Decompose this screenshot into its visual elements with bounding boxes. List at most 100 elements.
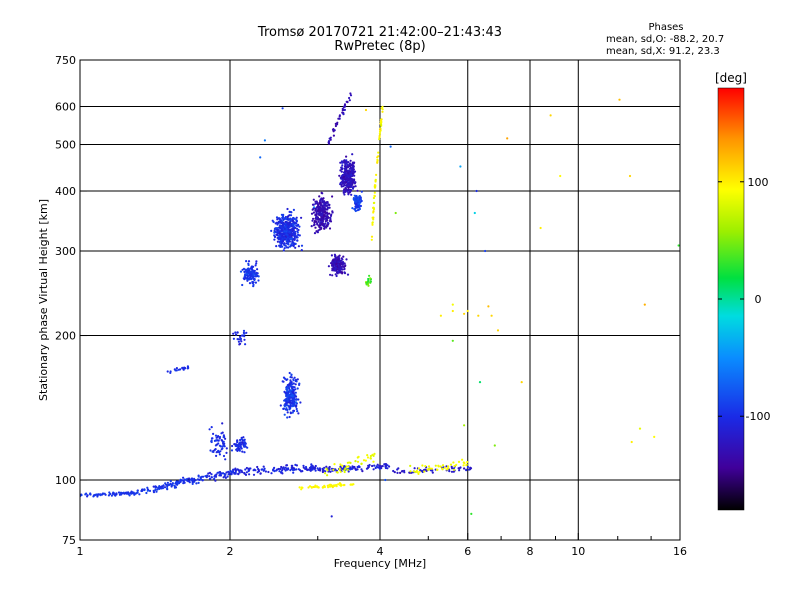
- data-point-187: [213, 477, 216, 480]
- data-point-2485: [380, 123, 383, 126]
- data-point-676: [175, 367, 178, 370]
- data-point-916: [290, 376, 293, 379]
- data-point-732: [222, 440, 225, 443]
- data-point-310: [301, 470, 304, 473]
- data-point-1778: [314, 202, 317, 205]
- data-point-636: [417, 472, 420, 475]
- data-point-216: [208, 471, 212, 474]
- data-point-563: [337, 483, 340, 486]
- data-point-1605: [252, 273, 256, 276]
- data-point-915: [294, 388, 297, 391]
- data-point-352: [291, 466, 294, 469]
- chart-subtitle: RwPretec (8p): [334, 39, 426, 54]
- data-point-1751: [328, 203, 331, 206]
- data-point-727: [225, 447, 228, 450]
- data-point-104: [166, 481, 169, 484]
- data-point-1205: [292, 208, 295, 211]
- data-point-2134: [345, 160, 348, 164]
- data-point-350: [285, 464, 288, 467]
- data-point-2321: [335, 262, 338, 266]
- data-point-1567: [251, 268, 254, 271]
- data-point-641: [417, 467, 421, 470]
- data-point-2417: [353, 208, 357, 211]
- data-point-128: [169, 482, 172, 485]
- data-point-2439: [337, 117, 340, 120]
- data-point-117: [154, 485, 157, 488]
- data-point-1615: [255, 272, 259, 275]
- data-point-258: [279, 467, 282, 471]
- data-point-1653: [312, 217, 315, 220]
- data-point-1841: [329, 220, 333, 223]
- data-point-1022: [288, 398, 291, 401]
- data-point-681: [179, 368, 182, 371]
- data-point-723: [217, 442, 220, 445]
- data-point-1008: [285, 400, 288, 403]
- data-point-2552: [496, 329, 500, 332]
- data-point-346: [286, 468, 290, 471]
- data-point-2303: [332, 263, 335, 267]
- data-point-2518: [378, 132, 381, 135]
- data-point-610: [366, 456, 370, 459]
- data-point-1853: [316, 202, 319, 205]
- data-point-2331: [333, 258, 336, 261]
- data-point-1399: [286, 226, 289, 229]
- data-point-1433: [289, 218, 292, 221]
- data-point-1872: [321, 222, 324, 225]
- data-point-995: [293, 386, 296, 389]
- data-point-928: [288, 371, 291, 375]
- data-point-39: [123, 492, 126, 495]
- data-point-930: [291, 411, 294, 414]
- data-point-1036: [242, 329, 246, 332]
- data-point-1584: [248, 271, 251, 274]
- data-point-705: [218, 453, 221, 456]
- data-point-255: [248, 473, 251, 476]
- data-point-2293: [335, 274, 338, 278]
- data-point-1583: [254, 274, 258, 277]
- data-point-709: [225, 451, 228, 454]
- x-tick-labels: 1 2 4 6 8 10 16: [77, 545, 688, 558]
- data-point-2569: [478, 381, 482, 384]
- data-point-125: [164, 482, 167, 485]
- data-point-1386: [281, 222, 284, 225]
- data-point-402: [376, 463, 379, 466]
- data-point-220: [188, 481, 191, 484]
- data-point-2566: [389, 145, 392, 148]
- data-point-959: [299, 401, 302, 404]
- data-point-2458: [336, 121, 339, 124]
- data-point-459: [384, 464, 387, 467]
- data-point-710: [211, 437, 214, 440]
- data-point-1311: [294, 218, 297, 221]
- data-point-215: [222, 476, 225, 479]
- data-point-2544: [451, 303, 454, 306]
- data-point-1832: [323, 211, 327, 214]
- data-point-729: [221, 447, 224, 450]
- data-point-211: [199, 478, 202, 481]
- data-point-2366: [360, 199, 363, 203]
- y-tick-label-500: 500: [55, 139, 76, 152]
- data-point-784: [238, 445, 242, 448]
- data-point-442: [379, 464, 382, 468]
- data-point-1446: [280, 241, 283, 244]
- data-point-1423: [296, 236, 299, 239]
- data-point-189: [187, 480, 190, 483]
- data-point-1775: [331, 211, 334, 214]
- data-point-874: [289, 379, 292, 382]
- data-point-338: [256, 471, 259, 474]
- data-point-103: [154, 488, 157, 491]
- data-point-661: [439, 465, 442, 468]
- data-point-485: [396, 471, 399, 474]
- data-point-1038: [238, 338, 241, 341]
- data-point-271: [267, 470, 270, 474]
- data-point-1783: [325, 224, 328, 227]
- data-point-736: [222, 444, 225, 447]
- data-point-1981: [345, 159, 348, 162]
- data-point-1480: [292, 225, 296, 228]
- data-point-826: [296, 410, 299, 413]
- data-point-1714: [313, 220, 316, 223]
- data-point-1818: [326, 214, 329, 217]
- data-point-1651: [312, 211, 315, 214]
- data-point-1027: [236, 331, 239, 334]
- data-point-1572: [242, 277, 245, 280]
- data-point-596: [372, 454, 375, 457]
- data-point-2120: [351, 153, 354, 156]
